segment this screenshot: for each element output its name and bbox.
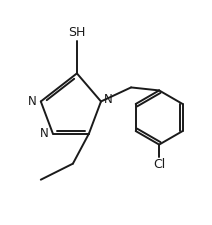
Text: N: N	[103, 93, 112, 106]
Text: N: N	[28, 95, 36, 108]
Text: Cl: Cl	[153, 158, 165, 171]
Text: N: N	[40, 127, 48, 140]
Text: SH: SH	[68, 26, 86, 39]
